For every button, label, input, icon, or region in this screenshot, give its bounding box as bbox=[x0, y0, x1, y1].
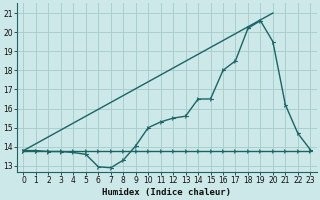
X-axis label: Humidex (Indice chaleur): Humidex (Indice chaleur) bbox=[102, 188, 231, 197]
